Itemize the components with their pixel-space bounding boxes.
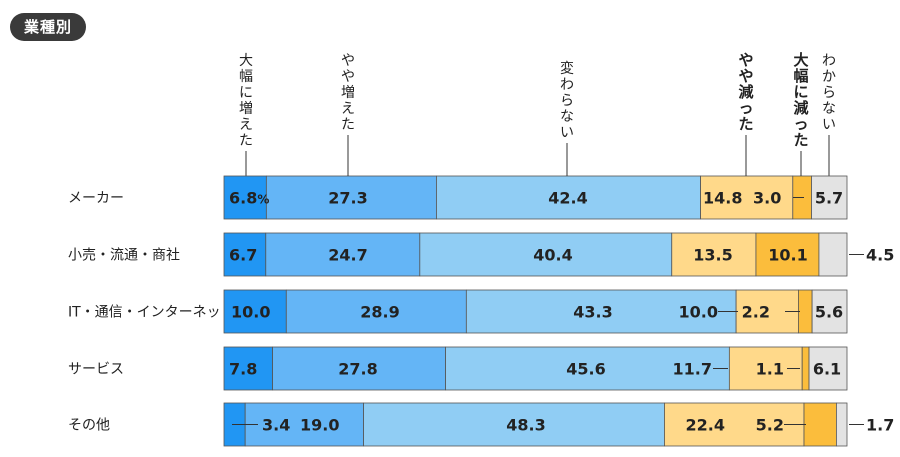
bar-segment	[285, 289, 467, 334]
bar-row: サービス 7.8 27.8 45.6 11.7 1.1 6.1	[68, 346, 848, 391]
row-label: IT・通信・インターネット	[68, 305, 235, 321]
bar-segment	[811, 289, 848, 334]
bar-segment	[436, 175, 701, 220]
svg-text:わからない: わからない	[822, 53, 836, 133]
row-label: 小売・流通・商社	[68, 248, 180, 264]
bar-segment	[223, 232, 267, 277]
value-label: 10.1	[768, 246, 807, 265]
bar-segment	[798, 289, 813, 334]
value-label: 27.8	[338, 360, 377, 379]
bar-segment	[223, 289, 287, 334]
bar-segment	[755, 232, 820, 277]
bar-segment	[836, 402, 848, 447]
bar-row: 小売・流通・商社 6.7 24.7 40.4 13.5 10.1 4.5	[68, 232, 894, 277]
bar-segment	[419, 232, 673, 277]
value-label: 43.3	[573, 303, 612, 322]
value-label: 19.0	[300, 416, 339, 435]
svg-text:やや減った: やや減った	[738, 51, 753, 133]
section-badge: 業種別	[10, 13, 87, 41]
value-label: 22.4	[686, 416, 725, 435]
value-label: 7.8	[229, 360, 257, 379]
unit-label: %	[257, 193, 269, 207]
svg-text:やや増えた: やや増えた	[341, 53, 355, 133]
value-label: 2.2	[742, 303, 770, 322]
bar-segment	[265, 175, 437, 220]
row-label: サービス	[68, 362, 124, 378]
bar-segment	[664, 402, 805, 447]
bar-segment	[671, 232, 757, 277]
chart-rows: メーカー 6.8% 27.3 42.4 14.8 3.0 5.7 小売・流通・商社 6.7 24.…	[68, 175, 894, 447]
value-label: 3.0	[753, 189, 781, 208]
legend-label: やや増えた	[341, 53, 355, 181]
value-label: 10.0	[679, 303, 718, 322]
bar-row: メーカー 6.8% 27.3 42.4 14.8 3.0 5.7	[68, 175, 848, 220]
value-label: 6.8%	[229, 189, 269, 208]
value-label: 1.1	[756, 360, 784, 379]
value-label: 48.3	[506, 416, 545, 435]
bar-segment	[803, 402, 837, 447]
value-label: 45.6	[566, 360, 605, 379]
value-label: 24.7	[328, 246, 367, 265]
bar-segment	[223, 175, 267, 220]
value-label: 42.4	[548, 189, 587, 208]
legend-label: やや減った	[738, 51, 754, 181]
value-label: 5.7	[815, 189, 843, 208]
row-label: その他	[68, 418, 110, 434]
bar-segment	[811, 175, 848, 220]
value-label: 1.7	[866, 416, 894, 435]
value-label: 5.6	[815, 303, 843, 322]
row-label: メーカー	[68, 191, 124, 207]
legend-label: 大幅に増えた	[239, 53, 253, 193]
bar-segment	[265, 232, 421, 277]
bar-segment	[445, 346, 730, 391]
bar-segment	[808, 346, 848, 391]
value-label: 6.1	[813, 360, 841, 379]
value-label: 5.2	[756, 416, 784, 435]
legend-label: わからない	[822, 53, 836, 183]
legend-label: 大幅に減った	[793, 51, 809, 181]
value-label: 28.9	[360, 303, 399, 322]
svg-text:変わらない: 変わらない	[560, 60, 574, 141]
value-label: 40.4	[533, 246, 572, 265]
value-label: 10.0	[231, 303, 270, 322]
value-label: 14.8	[703, 189, 742, 208]
bar-segment	[700, 175, 794, 220]
value-label: 3.4	[262, 416, 290, 435]
value-label: 13.5	[693, 246, 732, 265]
bar-segment	[223, 346, 273, 391]
bar-segment	[801, 346, 810, 391]
bar-segment	[363, 402, 665, 447]
bar-segment	[818, 232, 848, 277]
svg-text:大幅に増えた: 大幅に増えた	[239, 53, 253, 149]
value-label: 27.3	[328, 189, 367, 208]
legend-label: 変わらない	[560, 60, 574, 181]
value-label: 4.5	[866, 246, 894, 265]
svg-text:大幅に減った: 大幅に減った	[793, 51, 808, 149]
bar-segment	[465, 289, 737, 334]
bar-segment	[244, 402, 364, 447]
value-label: 6.7	[229, 246, 257, 265]
bar-segment	[272, 346, 446, 391]
value-label: 11.7	[673, 360, 712, 379]
bar-row: その他 3.4 19.0 48.3 22.4 5.2 1.7	[68, 402, 894, 447]
